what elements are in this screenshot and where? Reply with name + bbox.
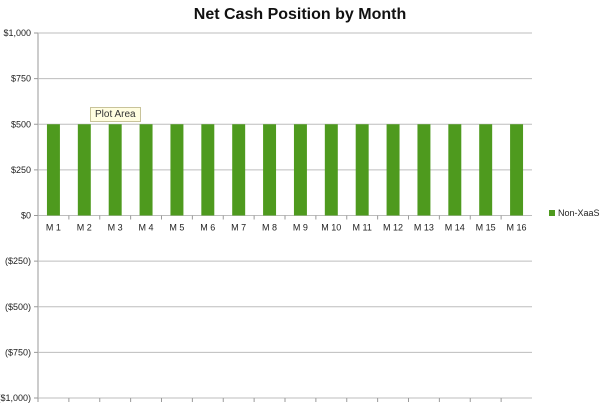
legend-label: Non-XaaS bbox=[558, 208, 600, 218]
x-tick-label: M 3 bbox=[108, 223, 123, 233]
y-tick-label: $750 bbox=[11, 74, 31, 84]
legend-swatch bbox=[549, 210, 555, 216]
x-tick-label: M 2 bbox=[77, 223, 92, 233]
bar bbox=[170, 124, 184, 216]
x-tick-label: M 8 bbox=[262, 223, 277, 233]
x-tick-label: M 11 bbox=[353, 223, 372, 233]
bar bbox=[386, 124, 400, 216]
x-tick-label: M 14 bbox=[445, 223, 465, 233]
y-tick-label: $0 bbox=[21, 211, 31, 221]
plot-area-tooltip: Plot Area bbox=[90, 107, 141, 122]
x-tick-label: M 1 bbox=[46, 223, 61, 233]
x-tick-label: M 13 bbox=[414, 223, 434, 233]
x-tick-label: M 9 bbox=[293, 223, 308, 233]
x-tick-label: M 4 bbox=[139, 223, 154, 233]
bar bbox=[46, 124, 60, 216]
bar bbox=[263, 124, 277, 216]
bar bbox=[510, 124, 524, 216]
bar bbox=[232, 124, 246, 216]
x-tick-label: M 6 bbox=[200, 223, 215, 233]
bar bbox=[77, 124, 91, 216]
x-tick-label: M 5 bbox=[169, 223, 184, 233]
bar bbox=[139, 124, 153, 216]
chart-title: Net Cash Position by Month bbox=[193, 6, 407, 23]
y-tick-label: $1,000 bbox=[3, 28, 31, 38]
bar bbox=[293, 124, 307, 216]
x-tick-label: M 12 bbox=[383, 223, 403, 233]
bar bbox=[201, 124, 215, 216]
y-tick-label: $500 bbox=[11, 119, 31, 129]
bar bbox=[324, 124, 338, 216]
bar bbox=[108, 124, 122, 216]
bar bbox=[417, 124, 431, 216]
x-tick-label: M 16 bbox=[507, 223, 527, 233]
y-tick-label: $250 bbox=[11, 165, 31, 175]
bar bbox=[448, 124, 462, 216]
y-tick-label: ($1,000) bbox=[0, 393, 31, 403]
y-tick-label: ($250) bbox=[5, 256, 31, 266]
bar bbox=[355, 124, 369, 216]
bar bbox=[479, 124, 493, 216]
x-tick-label: M 10 bbox=[321, 223, 341, 233]
y-tick-label: ($750) bbox=[5, 347, 31, 357]
x-tick-label: M 15 bbox=[476, 223, 496, 233]
x-tick-label: M 7 bbox=[231, 223, 246, 233]
y-tick-label: ($500) bbox=[5, 302, 31, 312]
